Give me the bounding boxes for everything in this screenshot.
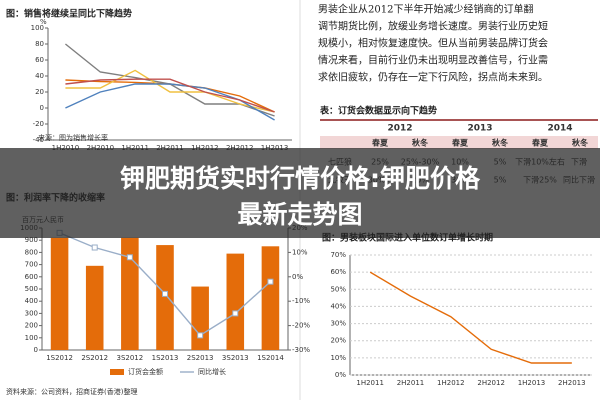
table-subheader: 秋冬 — [411, 138, 428, 148]
table-subheader: 春夏 — [452, 138, 469, 148]
x-tick-label: 2H2012 — [477, 379, 505, 387]
table-subheader: 秋冬 — [571, 138, 588, 148]
y-tick-label: 70% — [330, 251, 346, 259]
series-line — [65, 78, 275, 113]
y-axis-label: % — [40, 18, 47, 26]
line-marker — [162, 290, 168, 297]
banner-bg — [0, 148, 600, 238]
line-marker — [197, 332, 204, 339]
y-tick-label: 80 — [35, 40, 44, 48]
bar — [191, 286, 209, 350]
line-marker — [91, 244, 98, 251]
y-tick-label: 20 — [35, 88, 44, 96]
y-tick-label: 40 — [35, 72, 44, 80]
paragraph-line: 调节期货比例，放缓业务增长速度。男装行业历史短 — [318, 20, 548, 33]
y-tick-label: 0 — [34, 346, 38, 354]
x-tick-label: 2S2013 — [187, 354, 214, 362]
y-tick-label: 10% — [330, 354, 346, 362]
source: 资料来源：公司资料，招商证券(香港)整理 — [6, 387, 137, 396]
x-tick-label: 1S2012 — [46, 354, 73, 362]
y-tick-label: 900 — [25, 236, 38, 244]
bar — [261, 246, 280, 350]
y-tick-label: 20% — [330, 337, 346, 345]
paragraph-line: 求依旧疲软，仍存在一定下行风险，拐点尚未来到。 — [318, 71, 548, 84]
y-tick-label: 50% — [330, 285, 346, 293]
x-tick-label: 1H2011 — [356, 379, 384, 387]
table-subheader: 秋冬 — [491, 138, 508, 148]
y2-tick-label: 0% — [292, 273, 303, 281]
bar — [85, 265, 104, 350]
chart: 图：销售将继续呈同比下降趋势-40-200204060801001H20102H… — [6, 8, 292, 152]
banner-title: 钾肥期货实时行情价格:钾肥价格 — [120, 164, 481, 193]
banner-title: 最新走势图 — [237, 200, 362, 229]
table-year: 2014 — [547, 124, 572, 134]
line-marker — [232, 310, 239, 317]
y-tick-label: 60 — [35, 56, 44, 64]
table-subheader: 春夏 — [372, 138, 389, 148]
x-tick-label: 2S2012 — [81, 354, 108, 362]
y-tick-label: 100 — [31, 24, 44, 32]
y-tick-label: 100 — [25, 334, 38, 342]
y-tick-label: 700 — [25, 261, 38, 269]
bar — [156, 245, 174, 350]
table-subheader-bg — [320, 136, 598, 149]
series-line — [65, 83, 275, 121]
chart: 图：男装板块国际进入单位数订单增长时期0%10%20%30%40%50%60%7… — [322, 232, 592, 387]
paragraph-line: 情况来看，目前行业仍未出现明显改善信号，行业需 — [318, 54, 548, 67]
x-tick-label: 1S2014 — [257, 354, 284, 362]
chart-title: 图：销售将继续呈同比下降趋势 — [6, 8, 132, 20]
y-tick-label: 60% — [330, 268, 346, 276]
y-tick-label: 200 — [25, 322, 38, 330]
bar — [50, 237, 69, 350]
line-marker — [267, 278, 274, 285]
table-year: 2013 — [467, 124, 492, 134]
table-subheader: 春夏 — [532, 138, 549, 148]
series-line — [369, 271, 572, 364]
series-line — [65, 69, 275, 113]
legend-label: 同比增长 — [198, 367, 226, 376]
y-tick-label: -40 — [33, 136, 44, 144]
y2-tick-label: -20% — [292, 322, 310, 330]
x-tick-label: 2H2011 — [397, 379, 425, 387]
y2-tick-label: -10% — [292, 297, 310, 305]
y2-tick-label: -30% — [292, 346, 310, 354]
table-year: 2012 — [387, 124, 412, 134]
bar — [121, 237, 139, 350]
line-marker — [126, 254, 133, 261]
x-tick-label: 1H2013 — [518, 379, 546, 387]
table-title: 表：订货会数据显示向下趋势 — [319, 105, 437, 117]
y-tick-label: 0% — [335, 371, 346, 379]
y-tick-label: 0 — [40, 104, 44, 112]
y-tick-label: 500 — [25, 285, 38, 293]
chart-note: 来源：图为销售增长率 — [38, 133, 108, 142]
legend-swatch — [110, 369, 124, 375]
y-tick-label: 30% — [330, 320, 346, 328]
paragraph-line: 男装企业从2012下半年开始减少经销商的订单翻 — [318, 3, 533, 16]
x-tick-label: 2H2013 — [558, 379, 586, 387]
bar — [226, 253, 245, 350]
y-tick-label: 600 — [25, 273, 38, 281]
x-tick-label: 3S2013 — [222, 354, 249, 362]
x-tick-label: 1S2013 — [152, 354, 179, 362]
y-tick-label: 800 — [25, 248, 38, 256]
y-tick-label: 400 — [25, 297, 38, 305]
legend-label: 订货会金额 — [128, 367, 163, 376]
y-tick-label: 40% — [330, 302, 346, 310]
y-tick-label: 300 — [25, 309, 38, 317]
y2-tick-label: 10% — [292, 248, 308, 256]
x-tick-label: 3S2012 — [116, 354, 143, 362]
paragraph-line: 规模小，相对恢复速度快。但从当前男装品牌订货会 — [318, 37, 548, 50]
x-tick-label: 1H2012 — [437, 379, 465, 387]
y-tick-label: -20 — [33, 120, 44, 128]
